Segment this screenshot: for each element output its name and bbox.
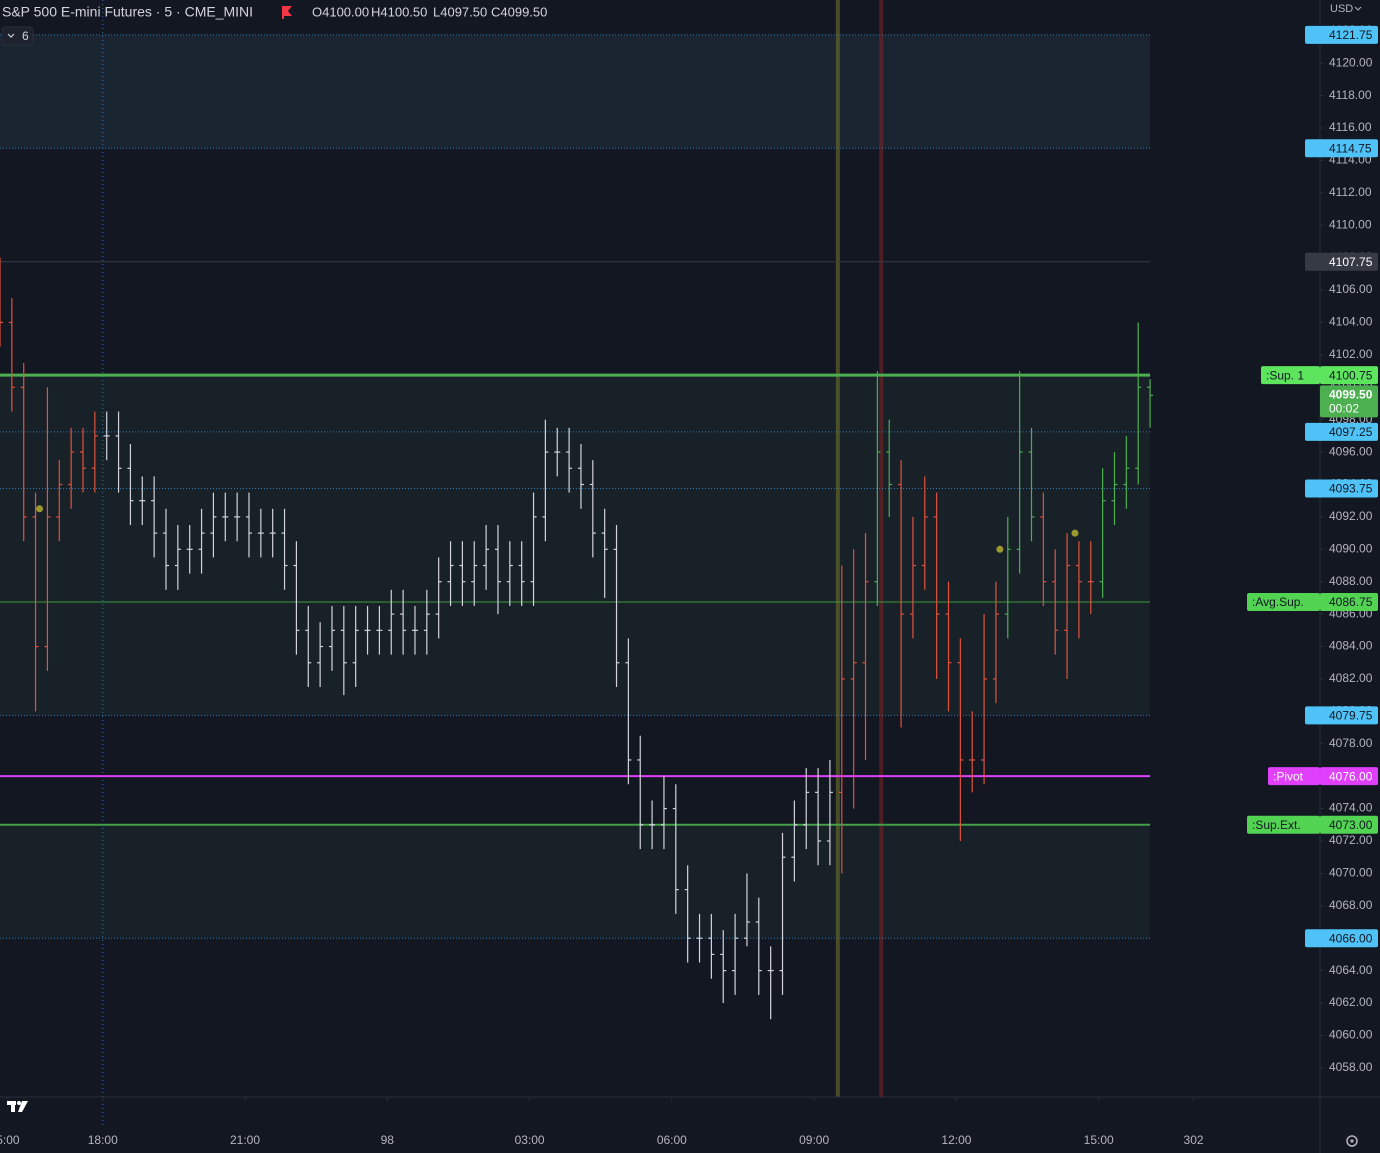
y-tick-label: 4090.00 bbox=[1329, 541, 1373, 555]
y-tick-label: 4110.00 bbox=[1329, 217, 1372, 231]
level-value-label: 4066.00 bbox=[1329, 931, 1373, 945]
y-tick-label: 4064.00 bbox=[1329, 963, 1373, 977]
x-tick-label: 15:00 bbox=[1084, 1133, 1114, 1147]
axes: 4058.00 4060.00 4062.00 4064.00 4066.00 4068.… bbox=[0, 23, 1378, 1147]
x-tick-label: 09:00 bbox=[799, 1133, 829, 1147]
y-tick-label: 4092.00 bbox=[1329, 509, 1373, 523]
chevron-icon bbox=[7, 33, 15, 38]
y-tick-label: 4074.00 bbox=[1329, 801, 1373, 815]
y-tick-label: 4104.00 bbox=[1329, 315, 1373, 329]
level-value-label: 4121.75 bbox=[1329, 28, 1373, 42]
y-tick-label: 4106.00 bbox=[1329, 282, 1373, 296]
ohlc-low: L4097.50 bbox=[433, 4, 487, 19]
current-price-label: 4099.50 bbox=[1329, 388, 1373, 402]
level-tag: :Avg.Sup. bbox=[1252, 595, 1304, 609]
x-tick-label: 302 bbox=[1184, 1133, 1204, 1147]
level-value-box bbox=[1305, 706, 1378, 725]
level-tag: :Sup. 1 bbox=[1266, 368, 1304, 382]
plot-area bbox=[0, 0, 1154, 1125]
x-tick-label: 03:00 bbox=[515, 1133, 545, 1147]
signal-dot bbox=[1071, 529, 1079, 537]
y-tick-label: 4112.00 bbox=[1329, 185, 1372, 199]
vertical-marker bbox=[835, 0, 840, 1097]
y-tick-label: 4060.00 bbox=[1329, 1028, 1373, 1042]
tv-logo bbox=[7, 1101, 28, 1112]
level-value-label: 4093.75 bbox=[1329, 482, 1373, 496]
flag-icon[interactable] bbox=[282, 6, 292, 19]
current-price-box bbox=[1320, 385, 1378, 418]
gear-hub bbox=[1350, 1139, 1354, 1143]
level-value-box bbox=[1320, 815, 1378, 834]
signal-dot bbox=[36, 505, 44, 513]
level-value-box bbox=[1305, 252, 1378, 271]
ohlc-close: C4099.50 bbox=[491, 4, 547, 19]
x-tick-label: 21:00 bbox=[230, 1133, 260, 1147]
y-tick-label: 4062.00 bbox=[1329, 995, 1373, 1009]
level-tag-box bbox=[1261, 366, 1320, 385]
gear-ring bbox=[1346, 1135, 1358, 1147]
level-value-label: 4086.75 bbox=[1329, 595, 1373, 609]
level-value-box bbox=[1305, 139, 1378, 158]
level-value-box bbox=[1305, 479, 1378, 498]
symbol-title: S&P 500 E-mini Futures · 5 · CME_MINI bbox=[2, 4, 253, 20]
logo-part bbox=[17, 1101, 21, 1105]
vertical-marker bbox=[879, 0, 884, 1097]
y-tick-label: 4120.00 bbox=[1329, 55, 1373, 69]
y-tick-label: 4118.00 bbox=[1329, 88, 1372, 102]
level-tag-box bbox=[1247, 815, 1320, 834]
y-tick-label: 4116.00 bbox=[1329, 120, 1372, 134]
y-tick-label: 4072.00 bbox=[1329, 833, 1373, 847]
currency[interactable]: USD bbox=[1330, 3, 1353, 15]
settings-icon[interactable] bbox=[1346, 1135, 1358, 1147]
level-zone bbox=[0, 34, 1151, 149]
level-zone bbox=[0, 824, 1151, 939]
level-value-label: 4114.75 bbox=[1329, 141, 1372, 155]
x-tick-label: 12:00 bbox=[941, 1133, 971, 1147]
level-value-label: 4079.75 bbox=[1329, 709, 1373, 723]
level-tag-box bbox=[1268, 767, 1320, 786]
level-value-label: 4073.00 bbox=[1329, 818, 1373, 832]
bar-countdown: 00:02 bbox=[1329, 402, 1359, 416]
y-tick-label: 4078.00 bbox=[1329, 736, 1373, 750]
y-tick-label: 4070.00 bbox=[1329, 866, 1373, 880]
level-value-label: 4100.75 bbox=[1329, 368, 1373, 382]
level-value-label: 4097.25 bbox=[1329, 425, 1373, 439]
level-tag: :Pivot bbox=[1273, 769, 1304, 783]
y-tick-label: 4058.00 bbox=[1329, 1060, 1373, 1074]
level-value-box bbox=[1305, 25, 1378, 44]
level-value-box bbox=[1320, 592, 1378, 611]
signal-dot bbox=[996, 545, 1004, 553]
indicators-count: 6 bbox=[22, 29, 29, 43]
x-tick-label: 06:00 bbox=[657, 1133, 687, 1147]
level-value-label: 4076.00 bbox=[1329, 769, 1373, 783]
level-value-box bbox=[1320, 366, 1378, 385]
level-value-box bbox=[1305, 929, 1378, 948]
y-tick-label: 4088.00 bbox=[1329, 574, 1373, 588]
x-tick-label: 5:00 bbox=[0, 1133, 20, 1147]
level-zone bbox=[0, 375, 1151, 716]
x-tick-label: 98 bbox=[381, 1133, 395, 1147]
currency-chevron bbox=[1354, 6, 1362, 11]
logo-part bbox=[18, 1101, 28, 1112]
x-tick-label: 18:00 bbox=[88, 1133, 118, 1147]
y-tick-label: 4082.00 bbox=[1329, 671, 1373, 685]
level-value-label: 4107.75 bbox=[1329, 255, 1373, 269]
y-tick-label: 4102.00 bbox=[1329, 347, 1373, 361]
ohlc-high: H4100.50 bbox=[371, 4, 427, 19]
level-tag: :Sup.Ext. bbox=[1252, 818, 1301, 832]
level-value-box bbox=[1305, 422, 1378, 441]
level-value-box bbox=[1320, 767, 1378, 786]
indicators-toggle[interactable] bbox=[1, 26, 34, 46]
y-tick-label: 4068.00 bbox=[1329, 898, 1373, 912]
level-tag-box bbox=[1247, 592, 1320, 611]
y-tick-label: 4084.00 bbox=[1329, 639, 1373, 653]
ohlc-open: O4100.00 bbox=[312, 4, 369, 19]
logo-part bbox=[11, 1101, 15, 1112]
y-tick-label: 4096.00 bbox=[1329, 444, 1373, 458]
